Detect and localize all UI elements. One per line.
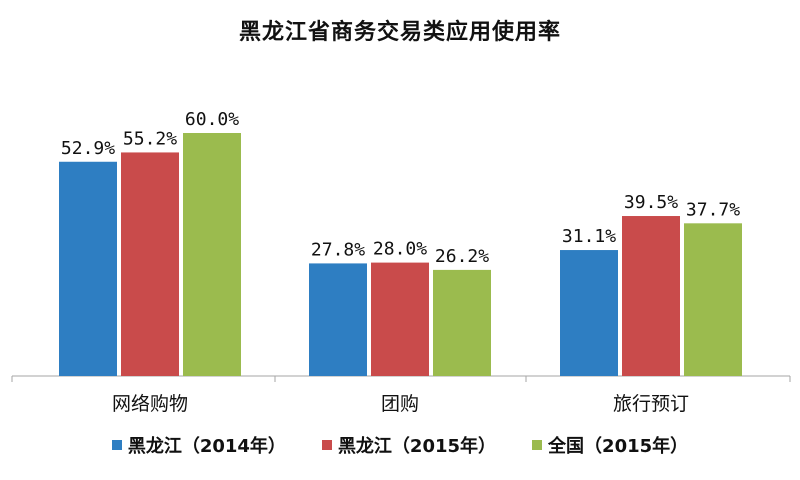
bar <box>309 263 367 376</box>
bar <box>684 223 742 376</box>
data-label: 28.0% <box>373 239 427 260</box>
bar <box>183 133 241 376</box>
bar <box>371 262 429 376</box>
legend: 黑龙江（2014年） 黑龙江（2015年） 全国（2015年） <box>0 432 800 458</box>
chart-title: 黑龙江省商务交易类应用使用率 <box>238 20 561 45</box>
data-label: 27.8% <box>311 239 365 260</box>
legend-swatch <box>111 440 122 450</box>
data-label: 26.2% <box>435 246 489 267</box>
data-label: 39.5% <box>624 192 678 213</box>
legend-entry: 黑龙江（2014年） <box>111 432 286 458</box>
bar <box>622 216 680 376</box>
bar <box>560 250 618 376</box>
x-tick-label: 团购 <box>381 393 419 415</box>
legend-swatch <box>532 440 543 450</box>
data-label: 60.0% <box>185 109 239 130</box>
data-label: 37.7% <box>686 199 740 220</box>
legend-entry: 全国（2015年） <box>532 432 688 458</box>
data-label: 52.9% <box>61 138 115 159</box>
x-tick-label: 旅行预订 <box>613 393 689 415</box>
data-label: 55.2% <box>123 128 177 149</box>
legend-label: 全国（2015年） <box>548 436 689 457</box>
legend-label: 黑龙江（2014年） <box>127 436 286 457</box>
data-label: 31.1% <box>562 226 616 247</box>
legend-entry: 黑龙江（2015年） <box>321 432 497 458</box>
legend-swatch <box>321 440 332 450</box>
bar <box>433 269 491 376</box>
bar <box>59 161 117 376</box>
legend-label: 黑龙江（2015年） <box>337 436 497 457</box>
bar <box>121 152 179 376</box>
x-tick-label: 网络购物 <box>112 393 188 415</box>
